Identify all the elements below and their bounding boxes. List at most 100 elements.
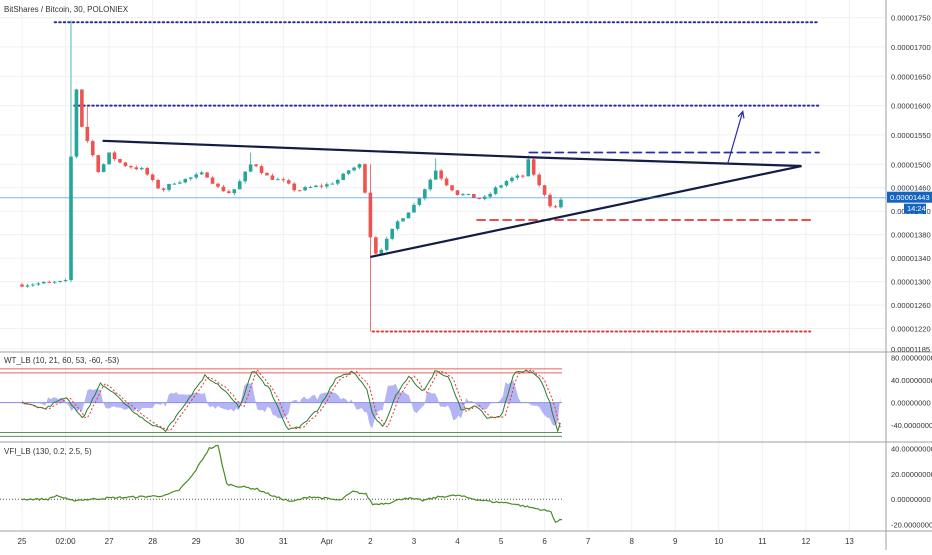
candle-body	[499, 185, 503, 188]
candle-body	[58, 280, 62, 282]
candle-body	[183, 178, 188, 183]
candle-body	[52, 281, 57, 283]
price-tick-label: 0.00001650	[891, 72, 931, 81]
candle-body	[325, 184, 329, 187]
candle-body	[237, 181, 242, 190]
candle-body	[74, 89, 79, 157]
time-axis[interactable]: 25 02:00 27 28 29 30 31 Apr 2 3 4 5 6 7 8 9 10 11 12 13	[18, 537, 855, 546]
candle-body	[531, 159, 536, 175]
candle-body	[101, 164, 106, 172]
candle-body	[417, 198, 422, 205]
time-tick-label: 25	[18, 537, 27, 546]
candle-body	[254, 164, 258, 167]
time-tick-label: 5	[499, 537, 504, 546]
candle-body	[69, 156, 73, 281]
candle-body	[194, 174, 198, 178]
candle-body	[243, 171, 247, 182]
price-tick-label: 0.00001700	[891, 43, 931, 52]
candle-body	[390, 228, 394, 239]
vfi-axis[interactable]: 40.00000000 20.00000000 0.00000000 -20.0000…	[891, 444, 932, 529]
candle-body	[330, 183, 335, 185]
price-pane[interactable]: BitShares / Bitcoin, 30, POLONIEX	[0, 5, 886, 333]
candle-body	[515, 175, 520, 178]
vfi-tick-label: 40.00000000	[891, 444, 932, 453]
candle-body	[542, 185, 547, 195]
candle-body	[466, 193, 471, 195]
candle-body	[406, 212, 411, 219]
candle-body	[25, 285, 30, 287]
wt-axis[interactable]: 80.00000000 40.00000000 0.00000000 -40.0000…	[891, 354, 932, 431]
candle-body	[444, 178, 449, 186]
grid	[0, 0, 886, 531]
candle-body	[493, 187, 498, 194]
candle-body	[156, 180, 160, 189]
candle-body	[281, 179, 286, 181]
candle-body	[346, 170, 351, 174]
candle-body	[276, 179, 280, 181]
vfi-tick-label: 0.00000000	[891, 495, 931, 504]
time-tick-label: 27	[105, 537, 114, 546]
candle-body	[303, 187, 307, 191]
triangle-trendlines[interactable]	[102, 139, 802, 259]
candle-body	[232, 189, 237, 194]
candle-body	[167, 183, 171, 190]
wt-tick-label: -40.00000000	[891, 421, 932, 430]
wt-indicator-pane[interactable]: WT_LB (10, 21, 60, 53, -60, -53)	[0, 356, 563, 437]
price-tick-label: 0.00001340	[891, 254, 931, 263]
candle-body	[477, 198, 482, 200]
vfi-tick-label: 20.00000000	[891, 470, 932, 479]
price-tick-label: 0.00001260	[891, 301, 931, 310]
candle-body	[319, 185, 324, 187]
price-axis[interactable]: 0.00001750 0.00001700 0.00001650 0.00001600…	[891, 14, 931, 354]
candle-body	[216, 183, 220, 187]
candle-body	[145, 168, 150, 175]
candle-body	[401, 218, 405, 222]
time-tick-label: 30	[235, 537, 244, 546]
vfi-title: VFI_LB (130, 0.2, 2.5, 5)	[4, 447, 92, 456]
candle-body	[374, 237, 378, 254]
candle-body	[412, 204, 416, 213]
candle-body	[297, 190, 302, 192]
candle-body	[526, 159, 531, 177]
time-tick-label: 11	[758, 537, 767, 546]
candle-body	[384, 238, 389, 250]
time-tick-label: 13	[845, 537, 854, 546]
time-tick-label: 12	[801, 537, 810, 546]
price-tick-label: 0.00001500	[891, 160, 931, 169]
candle-body	[357, 164, 362, 168]
vfi-line	[21, 444, 563, 523]
time-tick-label: 02:00	[56, 537, 77, 546]
time-tick-label: 8	[629, 537, 634, 546]
candle-body	[178, 182, 182, 184]
breakout-arrow[interactable]	[726, 110, 745, 165]
candle-body	[352, 167, 356, 171]
countdown-label: 14:24	[907, 204, 926, 213]
candle-body	[31, 284, 35, 286]
candle-body	[227, 191, 231, 194]
time-tick-label: 4	[455, 537, 460, 546]
wt-line-2	[21, 368, 561, 431]
candle-body	[129, 166, 133, 168]
arrow-head	[737, 110, 745, 119]
candle-body	[150, 174, 155, 181]
candle-body	[172, 183, 177, 185]
candle-body	[90, 141, 95, 156]
vfi-indicator-pane[interactable]: VFI_LB (130, 0.2, 2.5, 5)	[0, 444, 563, 523]
candle-body	[134, 167, 139, 170]
candle-body	[123, 162, 128, 167]
trendline	[102, 139, 802, 168]
candle-body	[107, 152, 111, 165]
candle-body	[548, 194, 552, 207]
time-tick-label: 6	[542, 537, 547, 546]
candle-body	[41, 281, 46, 284]
candle-body	[265, 173, 269, 176]
candle-body	[335, 179, 340, 184]
candle-body	[47, 281, 52, 283]
candle-body	[461, 194, 465, 196]
time-tick-label: 2	[368, 537, 373, 546]
candle-body	[210, 177, 215, 184]
candle-body	[368, 192, 373, 238]
candle-body	[270, 175, 275, 180]
candle-body	[428, 179, 433, 190]
